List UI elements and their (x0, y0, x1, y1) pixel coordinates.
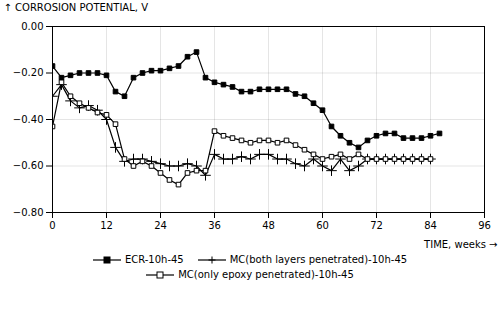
svg-text:0: 0 (49, 220, 55, 231)
svg-text:72: 72 (370, 220, 383, 231)
svg-text:−0.80: −0.80 (13, 207, 44, 218)
svg-text:0.00: 0.00 (21, 21, 43, 32)
svg-text:24: 24 (154, 220, 167, 231)
svg-text:84: 84 (424, 220, 437, 231)
svg-text:−0.20: −0.20 (13, 67, 44, 78)
svg-text:96: 96 (478, 220, 491, 231)
html-text:MC(only epoxy penetrated)-10h-: MC(only epoxy penetrated)-10h-45 (178, 269, 354, 280)
html-text:MC(both layers penetrated)-10h: MC(both layers penetrated)-10h-45 (229, 254, 408, 265)
svg-text:TIME, weeks →: TIME, weeks → (423, 239, 497, 250)
svg-text:−0.60: −0.60 (13, 160, 44, 171)
svg-text:48: 48 (262, 220, 275, 231)
svg-text:−0.40: −0.40 (13, 114, 44, 125)
svg-text:36: 36 (208, 220, 221, 231)
svg-text:60: 60 (316, 220, 329, 231)
svg-text:↑ CORROSION POTENTIAL, V: ↑ CORROSION POTENTIAL, V (4, 2, 149, 13)
svg-text:12: 12 (100, 220, 113, 231)
html-text:ECR-10h-45: ECR-10h-45 (124, 254, 184, 265)
